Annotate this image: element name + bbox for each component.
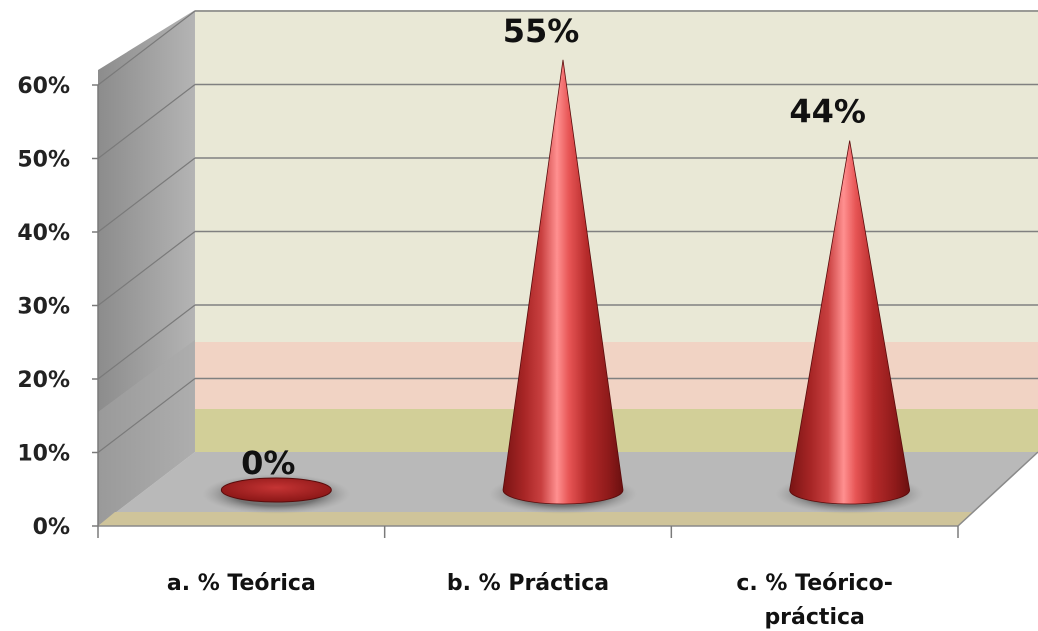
axes — [92, 84, 959, 538]
gridline-side — [97, 157, 196, 233]
x-category-label: c. % Teórico- — [736, 571, 893, 596]
y-tick-label: 50% — [17, 148, 70, 173]
floor-front-strip — [98, 512, 975, 526]
y-tick-label: 20% — [17, 368, 70, 393]
gridline-side — [97, 231, 196, 306]
data-label: 55% — [503, 12, 580, 50]
floor-right-line — [957, 451, 1038, 527]
y-tick-label: 40% — [17, 221, 70, 246]
labels: 0% 10% 20% 30% 40% 50% 60% a. % Teórica b. % Prá… — [17, 12, 893, 630]
y-tick-label: 10% — [17, 442, 70, 467]
gridline-side — [97, 304, 196, 380]
gridlines — [97, 10, 1038, 453]
cones — [202, 59, 924, 514]
x-category-label: b. % Práctica — [447, 571, 609, 596]
gridline-side — [97, 10, 196, 86]
y-tick-label: 30% — [17, 295, 70, 320]
cone — [502, 59, 624, 505]
data-label: 0% — [241, 444, 295, 482]
y-tick-label: 0% — [33, 515, 70, 540]
gridline-side — [97, 84, 196, 159]
cone — [789, 140, 911, 505]
gridline-side — [97, 378, 196, 453]
x-category-label: a. % Teórica — [167, 571, 316, 596]
cone-disc — [220, 477, 332, 503]
y-tick-label: 60% — [17, 74, 70, 99]
x-category-label: práctica — [764, 605, 864, 630]
side-wall-lower — [98, 340, 195, 526]
back-wall-band-pink — [195, 342, 1038, 409]
data-label: 44% — [789, 93, 866, 131]
